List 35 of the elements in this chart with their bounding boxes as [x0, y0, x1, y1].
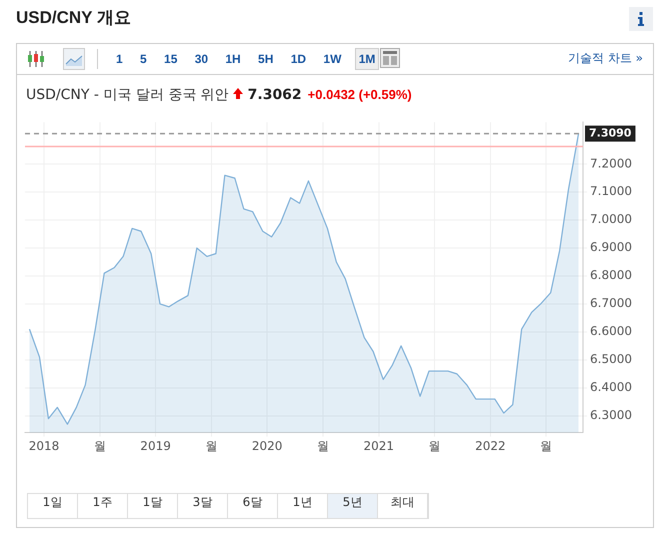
y-tick-label: 6.4000 — [590, 380, 632, 394]
text: 1년 — [278, 494, 328, 518]
y-tick-label: 7.1000 — [590, 184, 632, 198]
x-tick-label: 2018 — [28, 438, 60, 453]
x-tick-label: 2020 — [252, 438, 282, 453]
y-tick-label: 7.0000 — [590, 212, 632, 226]
y-tick-label: 6.3000 — [590, 408, 632, 422]
y-tick-label: 6.5000 — [590, 352, 632, 366]
text: 1달 — [128, 494, 178, 518]
x-tick-label: 월 — [205, 438, 218, 453]
y-tick-label: 6.8000 — [590, 268, 632, 282]
text: 기술적 차트 » — [568, 50, 643, 67]
text: 3달 — [178, 494, 228, 518]
y-tick-label: 6.9000 — [590, 240, 632, 254]
text: +0.0432 (+0.59%) — [308, 87, 412, 102]
y-tick-label: 6.6000 — [590, 324, 632, 338]
text: 5년 — [328, 494, 378, 518]
text: 6달 — [228, 494, 278, 518]
x-tick-label: 2019 — [140, 438, 171, 453]
y-tick-label: 6.7000 — [590, 296, 632, 310]
x-tick-label: 2022 — [475, 438, 506, 453]
text: 7.3062 — [248, 87, 302, 103]
text: 1 5 15 30 1H 5H 1D 1W 1M — [116, 52, 376, 66]
x-tick-label: 월 — [316, 438, 329, 453]
x-tick-label: 월 — [540, 438, 552, 453]
x-tick-label: 월 — [428, 438, 441, 453]
chart-title: USD/CNY 개요 — [16, 7, 131, 29]
text: 최대 — [378, 494, 428, 518]
y-tick-label: 7.2000 — [590, 156, 632, 170]
text: 1주 — [78, 494, 128, 518]
ref-line-label: 7.3090 — [589, 126, 632, 140]
chart-subtitle: USD/CNY - 미국 달러 중국 위안 — [26, 87, 229, 103]
x-tick-label: 2021 — [364, 438, 394, 453]
x-tick-label: 월 — [94, 438, 106, 453]
text: 1일 — [28, 494, 78, 518]
